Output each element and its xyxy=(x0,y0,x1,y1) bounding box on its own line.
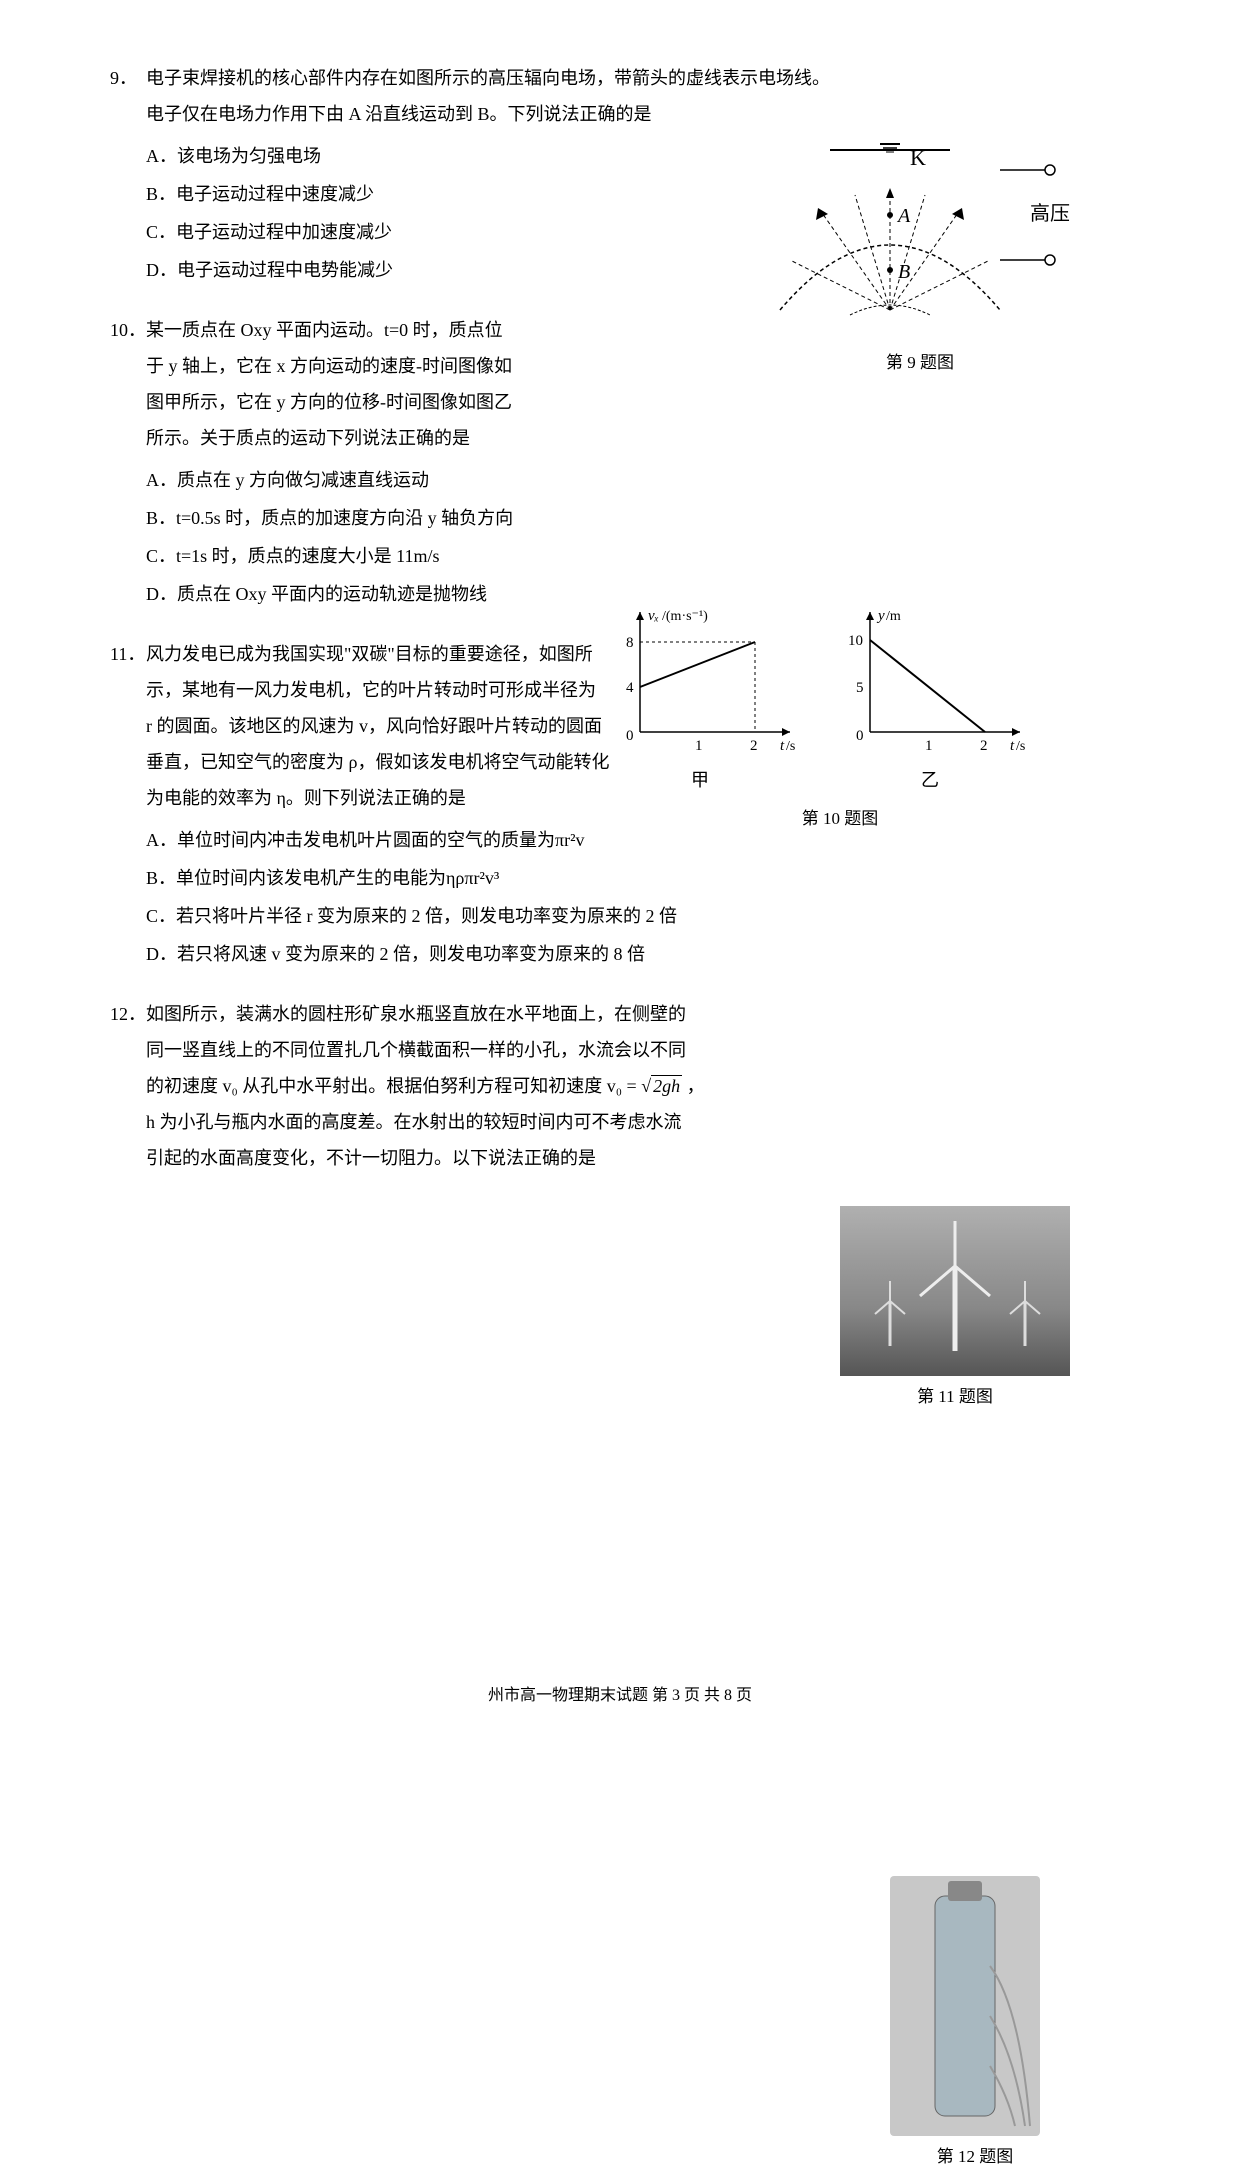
q10-option-b: B．t=0.5s 时，质点的加速度方向沿 y 轴负方向 xyxy=(146,500,666,536)
q12-stem-line5: 引起的水面高度变化，不计一切阻力。以下说法正确的是 xyxy=(146,1140,846,1176)
q9-stem-line1: 电子束焊接机的核心部件内存在如图所示的高压辐向电场，带箭头的虚线表示电场线。 xyxy=(146,60,1150,96)
q9-stem-line2: 电子仅在电场力作用下由 A 沿直线运动到 B。下列说法正确的是 xyxy=(146,96,1150,132)
water-bottle-photo xyxy=(890,1876,1040,2136)
label-high-voltage: 高压 xyxy=(1030,202,1070,225)
q10-number: 10． xyxy=(110,312,146,348)
wind-turbine-photo xyxy=(840,1206,1070,1376)
q11-option-b: B．单位时间内该发电机产生的电能为ηρπr²v³ xyxy=(146,860,1150,896)
q11-stem-line2: 示，某地有一风力发电机，它的叶片转动时可形成半径为 xyxy=(146,672,766,708)
q11-figure: 第 11 题图 xyxy=(840,1206,1070,1414)
q11-stem-line3: r 的圆面。该地区的风速为 v，风向恰好跟叶片转动的圆面 xyxy=(146,708,766,744)
question-9: 9． 电子束焊接机的核心部件内存在如图所示的高压辐向电场，带箭头的虚线表示电场线… xyxy=(110,60,1150,288)
question-12: 12． 如图所示，装满水的圆柱形矿泉水瓶竖直放在水平地面上，在侧壁的 同一竖直线… xyxy=(110,996,1150,1176)
svg-text:/(m·s⁻¹): /(m·s⁻¹) xyxy=(662,609,708,624)
sqrt-expression: √2gh xyxy=(641,1075,682,1096)
label-b: B xyxy=(898,261,910,283)
q12-fig-label: 第 12 题图 xyxy=(890,2140,1060,2174)
q10-option-d: D．质点在 Oxy 平面内的运动轨迹是抛物线 xyxy=(146,576,666,612)
q12-stem-3-pre: 的初速度 v₀ 从孔中水平射出。根据伯努利方程可知初速度 v₀ = xyxy=(146,1076,641,1096)
q10-option-c: C．t=1s 时，质点的速度大小是 11m/s xyxy=(146,538,666,574)
label-a: A xyxy=(896,205,911,227)
svg-text:vₓ: vₓ xyxy=(648,608,659,624)
q10-option-a: A．质点在 y 方向做匀减速直线运动 xyxy=(146,462,666,498)
q12-stem-3-post: ， xyxy=(687,1076,705,1096)
q10-stem-line4: 所示。关于质点的运动下列说法正确的是 xyxy=(146,420,566,456)
q11-stem-line1: 风力发电已成为我国实现"双碳"目标的重要途径，如图所 xyxy=(146,636,766,672)
q11-option-d: D．若只将风速 v 变为原来的 2 倍，则发电功率变为原来的 8 倍 xyxy=(146,936,1150,972)
q12-stem-line4: h 为小孔与瓶内水面的高度差。在水射出的较短时间内可不考虑水流 xyxy=(146,1104,846,1140)
q9-option-d: D．电子运动过程中电势能减少 xyxy=(146,252,666,288)
q9-option-a: A．该电场为匀强电场 xyxy=(146,138,666,174)
q10-stem-line3: 图甲所示，它在 y 方向的位移-时间图像如图乙 xyxy=(146,384,566,420)
page-footer: 州市高一物理期末试题 第 3 页 共 8 页 xyxy=(0,1680,1240,1712)
q10-stem-line2: 于 y 轴上，它在 x 方向运动的速度-时间图像如 xyxy=(146,348,566,384)
question-11: 11． 风力发电已成为我国实现"双碳"目标的重要途径，如图所 示，某地有一风力发… xyxy=(110,636,1150,972)
svg-text:/m: /m xyxy=(886,609,901,624)
q11-number: 11． xyxy=(110,636,146,672)
q11-fig-label: 第 11 题图 xyxy=(840,1380,1070,1414)
sqrt-content: 2gh xyxy=(651,1075,682,1096)
q9-option-b: B．电子运动过程中速度减少 xyxy=(146,176,666,212)
q12-stem-line1: 如图所示，装满水的圆柱形矿泉水瓶竖直放在水平地面上，在侧壁的 xyxy=(146,996,846,1032)
q12-stem-line3: 的初速度 v₀ 从孔中水平射出。根据伯努利方程可知初速度 v₀ = √2gh ， xyxy=(146,1068,846,1104)
q10-stem-line1: 某一质点在 Oxy 平面内运动。t=0 时，质点位 xyxy=(146,312,566,348)
q12-figure: 第 12 题图 xyxy=(890,1876,1060,2174)
q9-option-c: C．电子运动过程中加速度减少 xyxy=(146,214,666,250)
q12-stem-line2: 同一竖直线上的不同位置扎几个横截面积一样的小孔，水流会以不同 xyxy=(146,1032,846,1068)
label-k: K xyxy=(910,145,926,170)
question-10: 10． 某一质点在 Oxy 平面内运动。t=0 时，质点位 于 y 轴上，它在 … xyxy=(110,312,1150,612)
q11-option-a: A．单位时间内冲击发电机叶片圆面的空气的质量为πr²v xyxy=(146,822,1150,858)
svg-text:y: y xyxy=(876,608,885,624)
q11-stem-line5: 为电能的效率为 η。则下列说法正确的是 xyxy=(146,780,766,816)
q12-number: 12． xyxy=(110,996,146,1032)
q9-field-diagram: K A B xyxy=(750,140,1090,330)
q11-option-c: C．若只将叶片半径 r 变为原来的 2 倍，则发电功率变为原来的 2 倍 xyxy=(146,898,1150,934)
q9-number: 9． xyxy=(110,60,146,96)
q11-stem-line4: 垂直，已知空气的密度为 ρ，假如该发电机将空气动能转化 xyxy=(146,744,766,780)
